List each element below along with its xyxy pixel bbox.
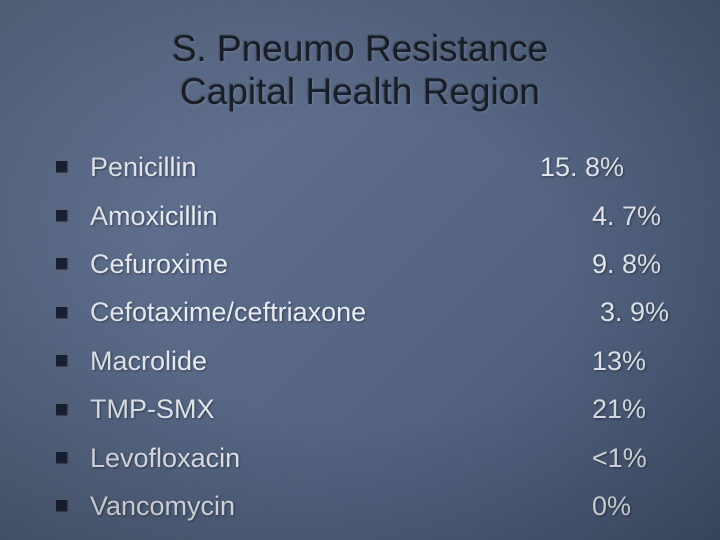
item-label: TMP-SMX [90, 391, 215, 427]
item-value: 4. 7% [540, 198, 680, 234]
item-label: Vancomycin [90, 488, 235, 524]
bullet-icon [56, 404, 68, 416]
bullet-icon [56, 210, 68, 222]
item-label: Cefotaxime/ceftriaxone [90, 294, 366, 330]
bullet-list: Penicillin 15. 8% Amoxicillin 4. 7% Cefuroxi… [40, 149, 680, 525]
item-value: 21% [540, 391, 680, 427]
bullet-icon [56, 452, 68, 464]
item-label: Penicillin [90, 149, 197, 185]
title-line-2: Capital Health Region [40, 71, 680, 114]
slide: S. Pneumo Resistance Capital Health Regi… [0, 0, 720, 540]
slide-title: S. Pneumo Resistance Capital Health Regi… [40, 28, 680, 113]
item-value: 15. 8% [540, 149, 680, 185]
list-item: Amoxicillin 4. 7% [56, 198, 680, 234]
list-item: Macrolide 13% [56, 343, 680, 379]
list-item: Cefuroxime 9. 8% [56, 246, 680, 282]
list-item: Penicillin 15. 8% [56, 149, 680, 185]
item-value: 3. 9% [540, 294, 680, 330]
item-label: Amoxicillin [90, 198, 218, 234]
item-value: 0% [540, 488, 680, 524]
item-label: Levofloxacin [90, 440, 240, 476]
item-value: <1% [540, 440, 680, 476]
title-line-1: S. Pneumo Resistance [40, 28, 680, 71]
list-item: Levofloxacin <1% [56, 440, 680, 476]
item-label: Cefuroxime [90, 246, 228, 282]
bullet-icon [56, 307, 68, 319]
bullet-icon [56, 355, 68, 367]
item-label: Macrolide [90, 343, 207, 379]
item-value: 13% [540, 343, 680, 379]
list-item: Vancomycin 0% [56, 488, 680, 524]
item-value: 9. 8% [540, 246, 680, 282]
bullet-icon [56, 258, 68, 270]
list-item: TMP-SMX 21% [56, 391, 680, 427]
bullet-icon [56, 161, 68, 173]
list-item: Cefotaxime/ceftriaxone 3. 9% [56, 294, 680, 330]
bullet-icon [56, 500, 68, 512]
